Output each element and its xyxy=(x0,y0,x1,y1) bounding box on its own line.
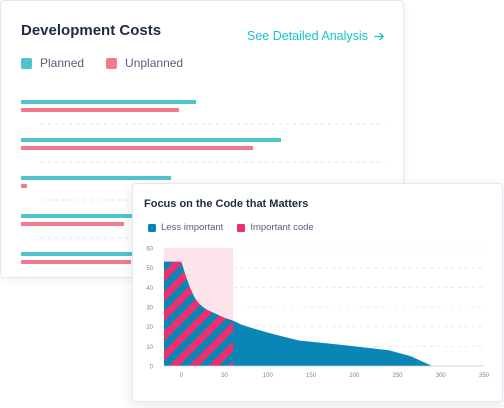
x-tick-label: 200 xyxy=(349,373,360,379)
planned-bar xyxy=(21,138,281,142)
y-tick-label: 10 xyxy=(146,345,153,351)
x-tick-label: 0 xyxy=(180,373,184,379)
see-detailed-analysis-link[interactable]: See Detailed Analysis xyxy=(247,29,385,43)
planned-bar xyxy=(21,214,181,218)
y-tick-label: 0 xyxy=(150,365,154,371)
legend-unplanned-label: Unplanned xyxy=(125,56,184,70)
unplanned-bar xyxy=(21,222,124,226)
y-tick-label: 20 xyxy=(146,325,153,331)
focus-code-card: Focus on the Code that Matters Less impo… xyxy=(132,183,503,402)
planned-bar xyxy=(21,100,196,104)
x-tick-label: 250 xyxy=(393,373,404,379)
planned-bar xyxy=(21,252,181,256)
less-important-swatch xyxy=(148,223,156,232)
focus-card-title: Focus on the Code that Matters xyxy=(144,198,309,210)
y-tick-label: 40 xyxy=(146,286,153,292)
y-tick-label: 50 xyxy=(146,266,153,272)
legend-important-label: Important code xyxy=(250,222,314,233)
unplanned-bar xyxy=(21,146,253,150)
legend-planned-label: Planned xyxy=(40,56,85,70)
x-tick-label: 100 xyxy=(263,373,274,379)
link-label: See Detailed Analysis xyxy=(247,29,368,43)
important-code-swatch xyxy=(237,223,246,232)
dev-legend: Planned Unplanned xyxy=(21,56,183,70)
unplanned-bar xyxy=(21,260,131,264)
focus-area-chart: 0 10 20 30 40 50 60 0 50 100 150 200 250 300 350 xyxy=(146,247,490,380)
x-tick-label: 150 xyxy=(306,373,317,379)
legend-unplanned: Unplanned xyxy=(106,56,183,70)
y-tick-label: 30 xyxy=(146,306,153,312)
arrow-right-icon xyxy=(374,32,384,40)
unplanned-bar xyxy=(21,108,179,112)
important-code-area xyxy=(164,261,234,366)
dev-card-title: Development Costs xyxy=(21,22,162,39)
planned-swatch xyxy=(21,57,32,69)
legend-planned: Planned xyxy=(21,56,84,70)
dev-bar-chart xyxy=(21,100,385,264)
focus-legend: Less important Important code xyxy=(148,222,314,233)
x-tick-label: 350 xyxy=(479,373,490,379)
unplanned-bar xyxy=(21,184,27,188)
planned-bar xyxy=(21,176,171,180)
x-tick-label: 50 xyxy=(221,373,228,379)
legend-less-label: Less important xyxy=(161,222,224,233)
unplanned-swatch xyxy=(106,57,118,69)
y-tick-label: 60 xyxy=(146,247,153,253)
x-tick-label: 300 xyxy=(436,373,447,379)
legend-important-code: Important code xyxy=(237,222,314,233)
legend-less-important: Less important xyxy=(148,222,223,233)
